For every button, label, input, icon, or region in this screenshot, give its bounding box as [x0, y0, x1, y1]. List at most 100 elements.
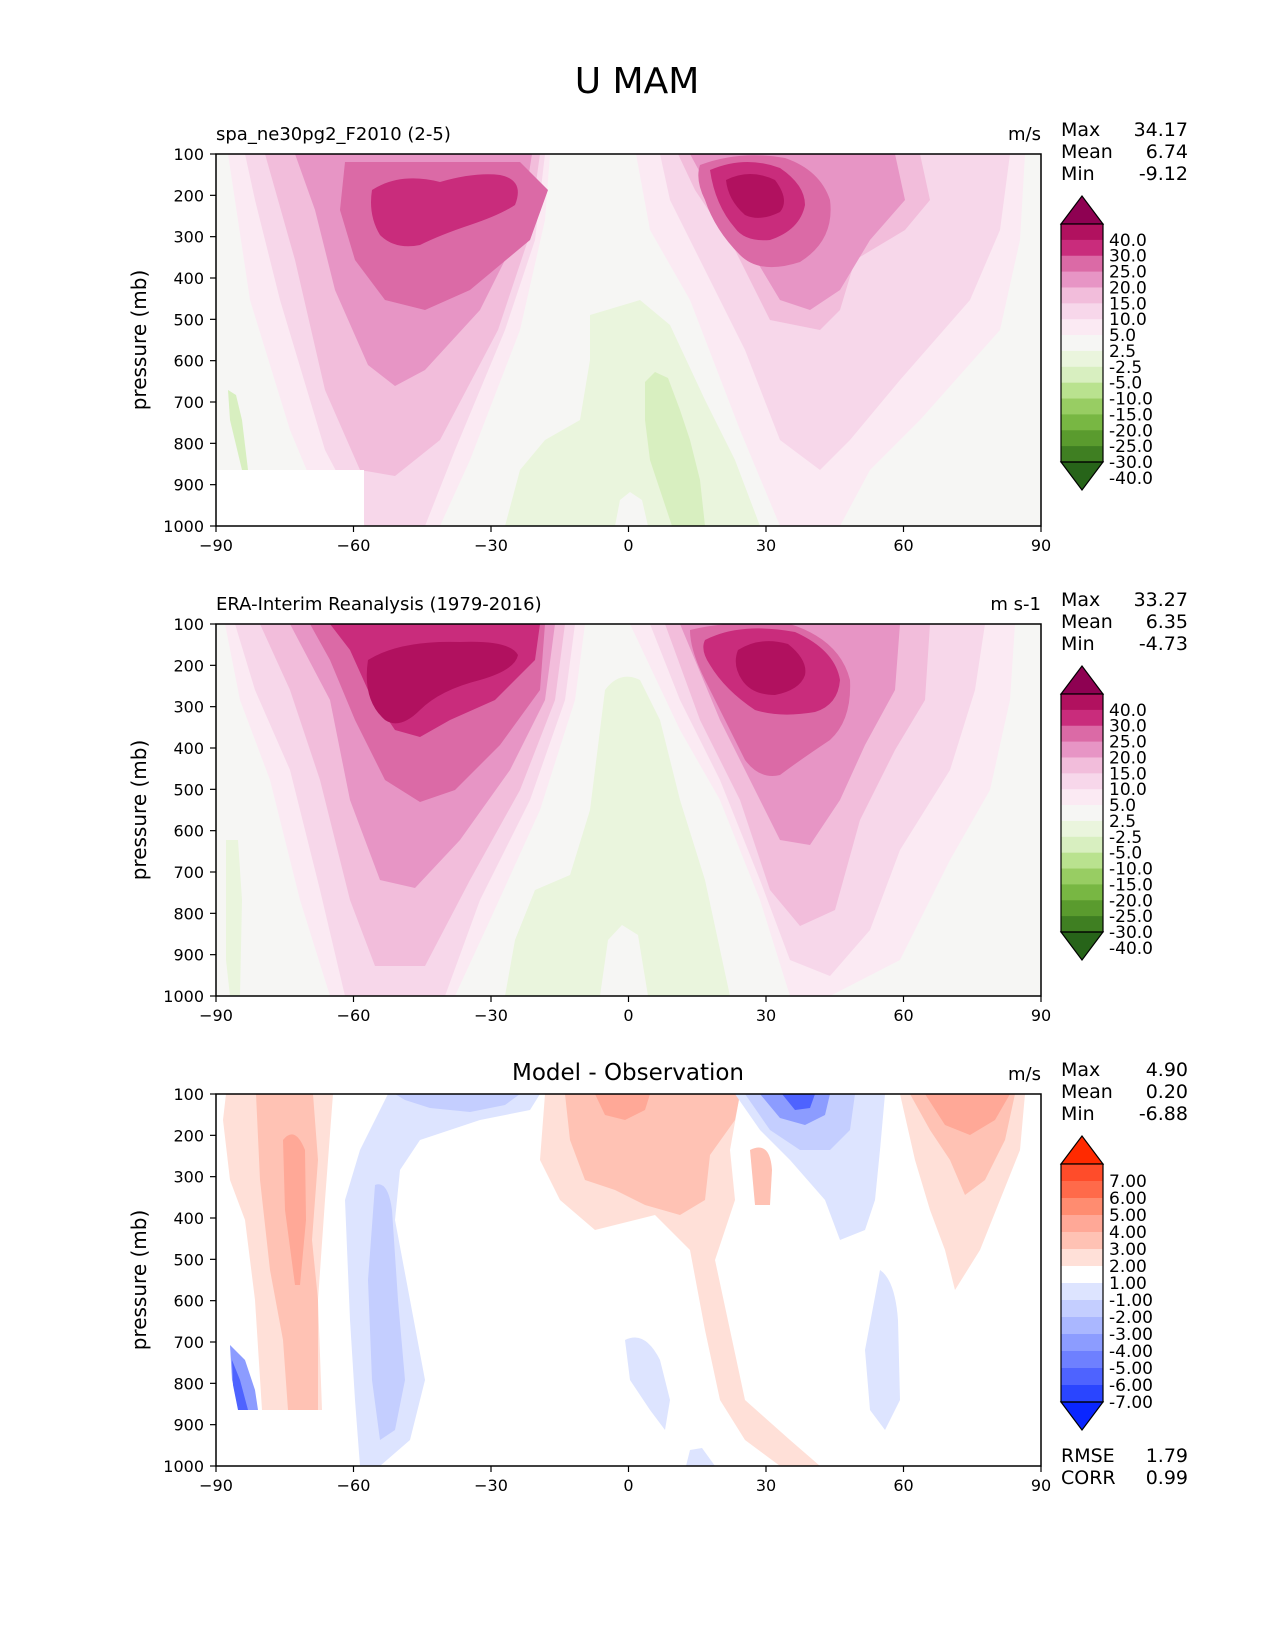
- y-tick-label: 500: [173, 780, 204, 799]
- colorbar-label: -10.0: [1109, 390, 1153, 410]
- x-tick-label: 60: [893, 1006, 913, 1025]
- colorbar: 7.006.005.004.003.002.001.00-1.00-2.00-3…: [1059, 1135, 1153, 1431]
- colorbar-label: 5.00: [1109, 1206, 1147, 1226]
- colorbar-label: 10.0: [1109, 310, 1147, 330]
- colorbar-band: [1061, 741, 1103, 758]
- colorbar-band: [1061, 868, 1103, 885]
- stat-mean-value: 0.20: [1146, 1081, 1188, 1103]
- contour-fill: [750, 1147, 772, 1205]
- colorbar-band: [1061, 1164, 1103, 1182]
- colorbar-band: [1061, 1368, 1103, 1386]
- y-tick-label: 300: [173, 228, 204, 247]
- colorbar-band: [1061, 1334, 1103, 1352]
- y-tick-label: 700: [173, 393, 204, 412]
- colorbar-label: 15.0: [1109, 294, 1147, 314]
- y-tick-label: 300: [173, 1168, 204, 1187]
- y-tick-label: 100: [173, 615, 204, 634]
- colorbar-band: [1061, 773, 1103, 790]
- colorbar-label: 5.0: [1109, 326, 1136, 346]
- contour-fill: [283, 1134, 306, 1285]
- colorbar-label: 20.0: [1109, 278, 1147, 298]
- y-tick-label: 200: [173, 1126, 204, 1145]
- stat-min-value: -9.12: [1139, 163, 1188, 185]
- y-axis-label: pressure (mb): [127, 740, 151, 881]
- colorbar-band: [1061, 725, 1103, 743]
- x-tick-label: −90: [199, 1006, 233, 1025]
- x-tick-label: 30: [756, 1476, 776, 1495]
- stats-box: Max Mean Min 33.27 6.35 -4.73: [1061, 589, 1188, 655]
- x-tick-label: 30: [756, 1006, 776, 1025]
- contour-fill: [232, 1360, 248, 1410]
- colorbar-label: -7.00: [1109, 1393, 1153, 1413]
- contour-fill: [600, 925, 648, 996]
- colorbar-band: [1061, 1215, 1103, 1233]
- y-tick-label: 300: [173, 698, 204, 717]
- x-tick-label: 60: [893, 1476, 913, 1495]
- x-tick-label: −30: [474, 1476, 508, 1495]
- colorbar-label: 2.00: [1109, 1257, 1147, 1277]
- y-tick-label: 500: [173, 1250, 204, 1269]
- y-axis: 100 200 300 400 500 600 700 800 900 1000: [163, 1085, 216, 1476]
- colorbar-band: [1061, 398, 1103, 415]
- colorbar-band: [1061, 366, 1103, 384]
- y-tick-label: 600: [173, 822, 204, 841]
- contour-fill: [735, 641, 806, 695]
- panel-test: spa_ne30pg2_F2010 (2-5) m/s: [127, 119, 1188, 555]
- colorbar-label: -4.00: [1109, 1342, 1153, 1362]
- colorbar-band: [1061, 224, 1103, 241]
- x-tick-label: −60: [337, 1476, 371, 1495]
- colorbar-band: [1061, 1351, 1103, 1369]
- contour-fill: [366, 641, 518, 724]
- contour-fill: [645, 372, 705, 526]
- colorbar-label: 6.00: [1109, 1189, 1147, 1209]
- stat-mean-value: 6.74: [1146, 141, 1188, 163]
- colorbar-extend-min: [1059, 1401, 1105, 1431]
- colorbar-band: [1061, 1249, 1103, 1267]
- x-tick-label: −60: [337, 1006, 371, 1025]
- colorbar-band: [1061, 335, 1103, 352]
- panel-title: ERA-Interim Reanalysis (1979-2016): [216, 594, 542, 615]
- colorbar-label: 30.0: [1109, 717, 1147, 737]
- y-tick-label: 200: [173, 656, 204, 675]
- x-axis: −90 −60 −30 0 30 60 90: [199, 526, 1051, 555]
- colorbar-label: 40.0: [1109, 231, 1147, 251]
- y-tick-label: 1000: [163, 1457, 204, 1476]
- colorbar-label: -1.00: [1109, 1291, 1153, 1311]
- x-tick-label: 60: [893, 536, 913, 555]
- contour-fill: [368, 1184, 405, 1440]
- y-tick-label: 100: [173, 1085, 204, 1104]
- colorbar-label: -5.0: [1109, 374, 1142, 394]
- contour-fill-group: [225, 624, 1015, 996]
- colorbar-label: 20.0: [1109, 748, 1147, 768]
- x-tick-label: −90: [199, 1476, 233, 1495]
- missing-data-mask: [216, 470, 364, 526]
- metric-label-corr: CORR: [1061, 1467, 1116, 1489]
- contour-field: [216, 154, 1041, 526]
- metric-label-rmse: RMSE: [1061, 1445, 1115, 1467]
- contour-fill-group: [228, 154, 1025, 526]
- colorbar-extend-min: [1059, 461, 1105, 491]
- contour-fill-group: [223, 1094, 1025, 1466]
- contour-fill: [925, 1094, 1010, 1135]
- colorbar-band: [1061, 694, 1103, 711]
- contour-fill: [226, 840, 242, 996]
- stat-label-mean: Mean: [1061, 611, 1113, 633]
- y-tick-label: 1000: [163, 517, 204, 536]
- contour-fill: [726, 174, 784, 218]
- colorbar-band: [1061, 350, 1103, 368]
- panel-units: m/s: [1008, 124, 1041, 145]
- colorbar-band: [1061, 1283, 1103, 1301]
- contour-fill: [505, 676, 730, 996]
- colorbar-band: [1061, 239, 1103, 257]
- colorbar-band: [1061, 382, 1103, 400]
- contour-fill: [595, 1094, 650, 1120]
- colorbar-band: [1061, 271, 1103, 288]
- colorbar-label: -25.0: [1109, 907, 1153, 927]
- colorbar-frame: [1060, 223, 1104, 463]
- colorbar-band: [1061, 414, 1103, 431]
- stat-min-value: -4.73: [1139, 633, 1188, 655]
- colorbar-band: [1061, 1385, 1103, 1403]
- y-axis-label: pressure (mb): [127, 270, 151, 411]
- colorbar-extend-min: [1059, 931, 1105, 961]
- colorbar-band: [1061, 709, 1103, 727]
